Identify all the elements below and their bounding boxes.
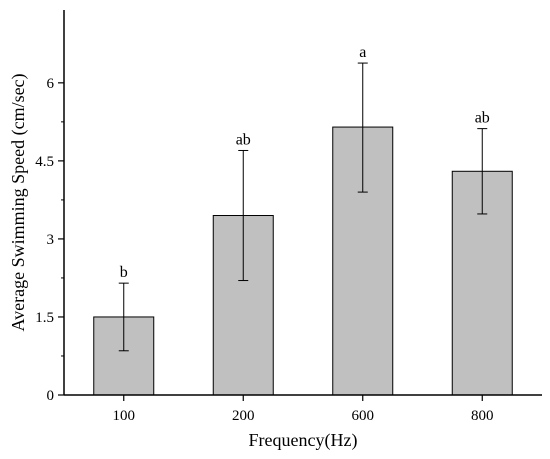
y-tick-label: 1.5 (35, 310, 54, 326)
x-ticks-layer: 100 200 600 800 (113, 395, 494, 424)
x-axis-title: Frequency(Hz) (249, 430, 358, 451)
axes-layer (63, 10, 542, 396)
significance-label: ab (236, 131, 251, 148)
significance-label: ab (475, 110, 490, 127)
y-ticks-layer: 0 1.5 3 4.5 6 (35, 76, 64, 404)
errorbars-layer (118, 62, 488, 352)
y-tick-label: 3 (47, 232, 55, 248)
significance-labels-layer: b ab a ab (120, 44, 490, 281)
y-tick-label: 6 (47, 76, 55, 92)
bars-layer (93, 126, 513, 396)
x-tick-label: 100 (113, 408, 136, 424)
y-axis-title: Average Swimming Speed (cm/sec) (8, 73, 29, 331)
x-tick-label: 800 (471, 408, 494, 424)
y-tick-label: 0 (47, 388, 55, 404)
x-tick-label: 600 (352, 408, 375, 424)
significance-label: a (359, 44, 366, 61)
y-tick-label: 4.5 (35, 154, 54, 170)
x-tick-label: 200 (232, 408, 255, 424)
significance-label: b (120, 264, 128, 281)
